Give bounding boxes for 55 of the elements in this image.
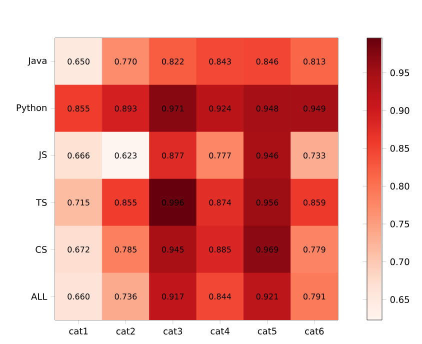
color-bar-label: 0.95 (390, 69, 410, 76)
data-label: 0.672 (68, 246, 90, 253)
color-bar-label: 0.70 (390, 258, 410, 266)
data-label: 0.843 (209, 58, 231, 65)
data-label: 0.715 (68, 199, 90, 206)
y-tick-label: Python (16, 104, 46, 113)
x-tick-label: cat5 (258, 328, 276, 334)
x-tick-label: cat4 (210, 328, 230, 334)
y-tick-label: ALL (31, 293, 48, 300)
data-label: 0.779 (304, 246, 326, 253)
data-label: 0.733 (304, 152, 326, 159)
data-label: 0.874 (209, 199, 232, 206)
data-label: 0.924 (209, 105, 232, 112)
color-bar-label: 0.80 (390, 182, 410, 190)
data-label: 0.877 (162, 152, 184, 159)
color-bar-label: 0.65 (390, 296, 410, 303)
data-label: 0.770 (114, 58, 137, 65)
x-tick-label: cat3 (164, 328, 182, 335)
data-label: 0.956 (256, 199, 278, 206)
data-label: 0.791 (304, 293, 326, 300)
data-label: 0.855 (68, 105, 90, 112)
x-tick-label: cat2 (116, 328, 135, 335)
data-label: 0.822 (162, 58, 184, 65)
data-label: 0.971 (162, 105, 184, 112)
data-label: 0.660 (68, 293, 90, 300)
data-label: 0.969 (256, 246, 278, 253)
color-bar-label: 0.75 (390, 220, 410, 228)
data-label: 0.946 (256, 152, 278, 159)
data-label: 0.885 (209, 246, 231, 253)
data-label: 0.949 (304, 105, 326, 112)
color-bar-label: 0.90 (390, 107, 410, 114)
x-tick-label: cat6 (305, 328, 324, 335)
data-label: 0.859 (304, 199, 326, 206)
data-label: 0.736 (114, 293, 137, 300)
data-label: 0.917 (162, 293, 184, 300)
y-tick-label: CS (36, 246, 47, 253)
y-tick-label: Java (28, 57, 46, 66)
data-label: 0.893 (114, 105, 137, 112)
data-label: 0.813 (304, 58, 326, 65)
data-label: 0.846 (256, 58, 278, 65)
color-bar-label: 0.85 (390, 144, 410, 152)
data-label: 0.921 (256, 293, 278, 300)
data-label: 0.948 (256, 105, 278, 112)
y-tick-label: TS (36, 199, 47, 206)
x-tick-label: cat1 (69, 328, 88, 334)
data-label: 0.650 (68, 58, 90, 65)
data-label: 0.996 (162, 199, 184, 206)
data-label: 0.785 (114, 246, 136, 253)
data-label: 0.777 (209, 152, 231, 159)
data-label: 0.844 (209, 293, 232, 300)
data-label: 0.666 (68, 152, 90, 159)
data-label: 0.623 (114, 152, 137, 159)
data-label: 0.945 (162, 246, 184, 253)
data-label: 0.855 (114, 199, 136, 206)
y-tick-label: JS (38, 151, 47, 160)
